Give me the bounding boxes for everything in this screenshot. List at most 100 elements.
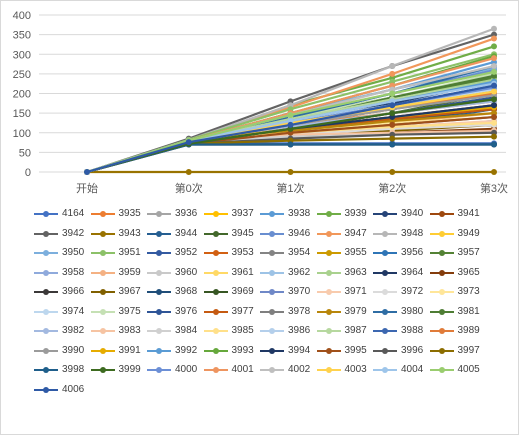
legend-label: 3968	[175, 286, 198, 297]
legend-label: 3991	[118, 344, 141, 356]
legend-marker	[203, 246, 228, 260]
legend-marker	[147, 266, 171, 280]
legend-marker	[90, 285, 115, 299]
legend-marker	[147, 344, 171, 358]
legend-marker	[90, 344, 115, 358]
legend-item: 3939	[316, 207, 367, 221]
legend-marker	[429, 344, 454, 358]
legend-item: 3995	[316, 344, 367, 358]
legend-label: 3978	[288, 305, 311, 317]
data-point	[491, 55, 497, 62]
data-point	[389, 121, 396, 128]
legend-item: 4005	[429, 363, 480, 377]
data-point	[491, 102, 497, 109]
legend-label: 3999	[118, 364, 141, 375]
legend-item: 3976	[147, 305, 197, 319]
legend-label: 3983	[118, 325, 141, 336]
legend-item: 3985	[203, 324, 254, 338]
legend-item: 3962	[260, 266, 310, 280]
legend-marker	[203, 266, 228, 280]
legend-label: 3989	[457, 325, 480, 336]
legend-marker	[316, 305, 341, 319]
legend-label: 3936	[175, 208, 198, 219]
legend-marker	[260, 324, 284, 338]
legend-marker	[90, 207, 115, 221]
legend-marker	[316, 285, 341, 299]
legend-label: 3953	[231, 247, 254, 258]
legend-marker	[147, 246, 171, 260]
legend-marker	[316, 266, 341, 280]
legend-label: 3980	[401, 305, 424, 317]
legend-marker	[373, 246, 397, 260]
legend-marker	[90, 227, 115, 241]
data-point	[389, 90, 396, 97]
y-tick-label: 350	[13, 30, 31, 42]
legend-marker	[90, 246, 115, 260]
data-point	[287, 141, 294, 148]
legend-marker	[316, 344, 341, 358]
legend-item: 3994	[260, 344, 310, 358]
legend-item: 3965	[429, 266, 480, 280]
legend-label: 4000	[175, 364, 198, 375]
legend-marker	[147, 324, 171, 338]
series-3943	[84, 169, 497, 175]
legend-item: 3948	[373, 227, 423, 241]
legend-marker	[34, 285, 58, 299]
legend-label: 4001	[231, 364, 254, 375]
legend-marker	[429, 266, 454, 280]
legend-marker	[34, 363, 58, 377]
legend-label: 3961	[231, 266, 254, 278]
legend-label: 3935	[118, 208, 141, 219]
legend-label: 3944	[175, 227, 198, 239]
data-point	[491, 119, 497, 126]
legend-marker	[260, 266, 284, 280]
legend-item: 3998	[34, 363, 84, 377]
legend-item: 3982	[34, 324, 84, 338]
legend-marker	[260, 285, 284, 299]
legend-marker	[429, 363, 454, 377]
legend-marker	[90, 324, 115, 338]
legend-label: 4005	[457, 364, 480, 375]
y-tick-label: 150	[13, 108, 31, 120]
legend-marker	[147, 305, 171, 319]
legend-marker	[34, 324, 58, 338]
legend-item: 3956	[373, 246, 423, 260]
legend-item: 3984	[147, 324, 197, 338]
legend-item: 3966	[34, 285, 84, 299]
legend-marker	[260, 207, 284, 221]
legend-item: 3949	[429, 227, 480, 241]
y-tick-label: 50	[19, 147, 31, 159]
legend-label: 3963	[344, 266, 367, 278]
legend-item: 3969	[203, 285, 254, 299]
data-point	[287, 112, 294, 119]
x-tick-label: 第0次	[175, 181, 203, 195]
legend-marker	[147, 363, 171, 377]
legend-marker	[203, 207, 228, 221]
legend-label: 3984	[175, 325, 198, 336]
legend-item: 4000	[147, 363, 197, 377]
legend-label: 3962	[288, 266, 311, 278]
legend-item: 3958	[34, 266, 84, 280]
legend-item: 3986	[260, 324, 310, 338]
legend-label: 3990	[62, 344, 85, 356]
legend-label: 3982	[62, 325, 85, 336]
legend-label: 3955	[344, 247, 367, 258]
legend-marker	[147, 227, 171, 241]
data-point	[491, 35, 497, 42]
legend-label: 3972	[401, 286, 424, 297]
legend-label: 3993	[231, 344, 254, 356]
legend-marker	[429, 227, 454, 241]
legend-label: 3949	[457, 227, 480, 239]
legend-marker	[429, 305, 454, 319]
legend-label: 3960	[175, 266, 198, 278]
data-point	[491, 96, 497, 103]
legend-marker	[373, 305, 397, 319]
legend-item: 3957	[429, 246, 480, 260]
legend-marker	[316, 246, 341, 260]
legend-item: 3940	[373, 207, 423, 221]
legend-item: 3960	[147, 266, 197, 280]
legend-marker	[373, 344, 397, 358]
x-tick-label: 第1次	[276, 181, 304, 195]
legend-item: 3967	[90, 285, 141, 299]
y-tick-label: 200	[13, 89, 31, 101]
